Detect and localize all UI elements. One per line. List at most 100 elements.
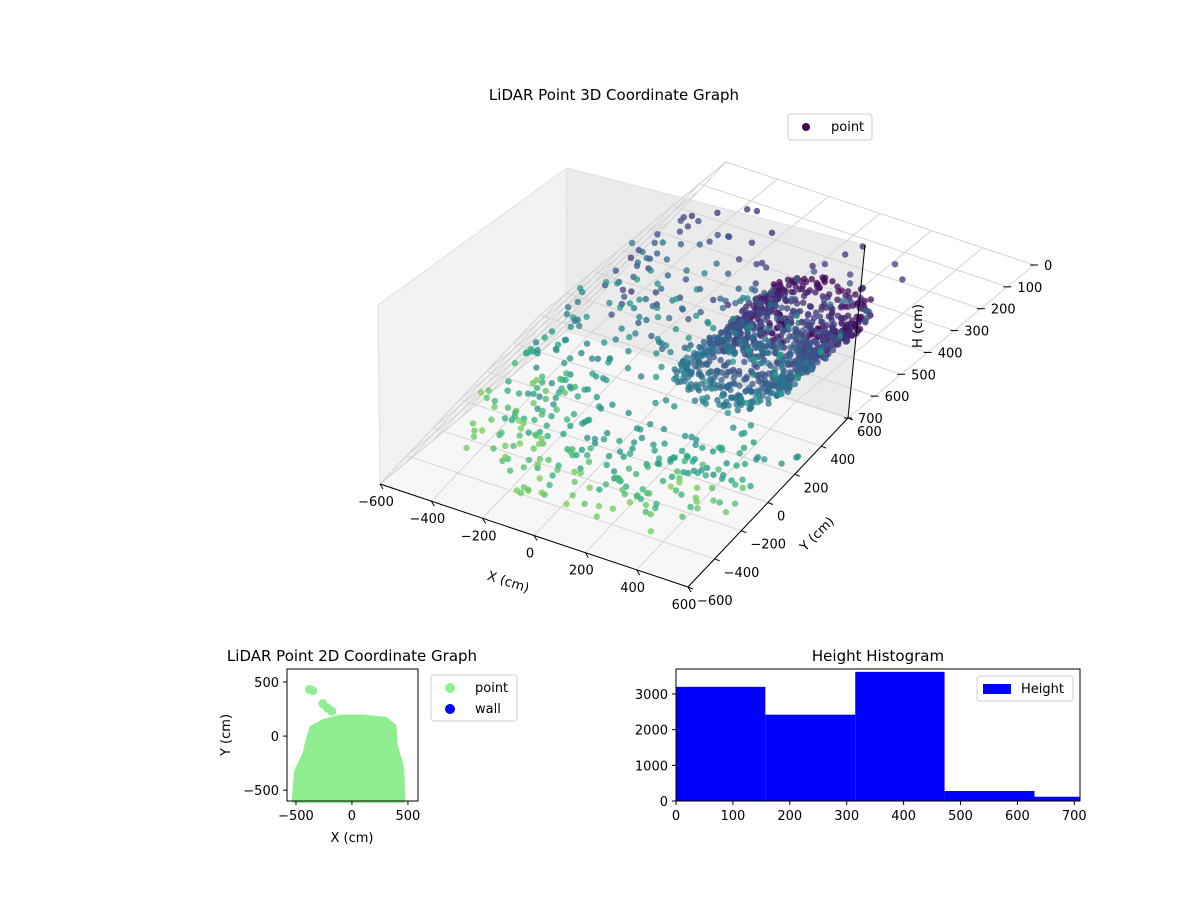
scatter-point-3d (587, 445, 594, 452)
scatter-point-3d (659, 477, 667, 485)
scatter-point-3d (852, 291, 859, 298)
scatter-point-3d (651, 239, 658, 246)
scatter-point-3d (761, 289, 768, 297)
scatter-point-3d (723, 343, 730, 350)
scatter-point-3d (638, 434, 646, 442)
scatter-point-3d (709, 484, 716, 492)
scatter-point-3d (625, 409, 632, 417)
scatter-point-3d (666, 314, 673, 322)
scatter-point-3d (758, 310, 766, 317)
scatter-point-3d (626, 333, 633, 341)
y-tick-label: 0 (777, 510, 785, 525)
x-tick-label: 200 (569, 564, 594, 579)
scatter-point-3d (812, 289, 819, 296)
y-axis-label: Y (cm) (797, 514, 838, 555)
scatter-point-3d (759, 359, 766, 366)
legend-histogram: Height (976, 675, 1074, 702)
scatter-point-3d (751, 355, 758, 363)
scatter-point-3d (738, 308, 746, 315)
x-tick (482, 518, 487, 524)
scatter-point-3d (673, 295, 680, 303)
y-tick-label-histogram: 1000 (635, 759, 668, 774)
scatter-point-3d (718, 446, 726, 454)
scatter-point-3d (672, 325, 680, 333)
scatter-point-3d (724, 270, 732, 277)
scatter-point-3d (534, 461, 541, 469)
scatter-point-3d (846, 280, 854, 287)
scatter-point-3d (713, 367, 720, 374)
scatter-point-3d (772, 297, 779, 304)
scatter-point-3d (807, 365, 815, 372)
scatter-point-3d (784, 305, 791, 312)
scatter-point-3d (705, 320, 712, 327)
x-tick (687, 586, 692, 593)
scatter-point-3d (855, 319, 862, 326)
z-tick-label: 700 (858, 412, 883, 427)
scatter-point-3d (561, 389, 568, 396)
scatter-point-3d (662, 397, 670, 404)
scatter-point-3d (483, 394, 490, 401)
scatter-point-3d (772, 365, 779, 373)
scatter-point-3d (723, 383, 731, 390)
scatter-point-3d (595, 403, 603, 410)
scatter-point-3d (790, 289, 797, 296)
scatter-point-3d (637, 373, 645, 380)
scatter-point-3d (716, 499, 723, 506)
scatter-point-3d (710, 296, 717, 304)
scatter-point-3d (561, 359, 568, 367)
scatter-point-3d (838, 320, 845, 327)
scatter-point-3d (716, 333, 723, 340)
scatter-point-3d (787, 371, 794, 378)
legend-3d-marker (802, 123, 810, 131)
scatter-point-3d (684, 223, 692, 230)
scatter-point-3d (697, 345, 705, 352)
scatter-point-3d (577, 465, 584, 472)
scatter-point-3d (602, 481, 610, 488)
histogram-bar (1034, 796, 1080, 801)
scatter-point-3d (671, 375, 678, 383)
scatter-point-3d (647, 267, 654, 274)
y-tick-label-2d: 500 (254, 676, 279, 691)
x-tick-label-2d: −500 (278, 809, 314, 824)
scatter-point-3d (652, 504, 659, 512)
grid-floor-y (459, 399, 769, 503)
scatter-point-3d (731, 380, 738, 388)
scatter-point-3d (560, 430, 567, 438)
scatter-point-3d (818, 306, 825, 313)
scatter-point-3d (775, 336, 782, 344)
scatter-point-3d (814, 329, 822, 336)
scatter-point-3d (563, 416, 571, 423)
legend-2d-label-point: point (475, 681, 508, 696)
scatter-point-3d (581, 386, 588, 393)
scatter-point-3d (734, 407, 741, 414)
scatter-point-3d (532, 339, 540, 346)
scatter-point-3d (699, 444, 706, 451)
scatter-point-3d (685, 345, 692, 352)
scatter-point-3d (694, 505, 701, 512)
scatter-point-3d (796, 286, 803, 293)
y-tick-label: 200 (804, 481, 829, 496)
scatter-point-3d (691, 397, 699, 404)
scatter-point-3d (652, 373, 660, 381)
scatter-point-3d (628, 288, 635, 295)
scatter-point-3d (535, 440, 543, 448)
scatter-point-3d (501, 415, 509, 422)
scatter-point-3d (772, 302, 779, 309)
scatter-point-3d (606, 299, 613, 307)
scatter-point-3d (724, 409, 732, 417)
scatter-point-3d (844, 337, 851, 345)
scatter-point-3d (844, 303, 852, 310)
scatter-point-3d (764, 388, 771, 395)
scatter-point-3d (539, 407, 546, 415)
scatter-point-3d (772, 370, 779, 378)
scatter-point-3d (630, 304, 638, 312)
scatter-point-3d (812, 309, 820, 316)
scatter-point-3d (693, 436, 700, 443)
scatter-point-3d (695, 217, 702, 225)
scatter-point-3d (593, 393, 600, 401)
legend-histogram-box (976, 675, 1074, 702)
scatter-point-3d (753, 456, 760, 463)
scatter-point-2d (308, 686, 318, 696)
scatter-point-3d (643, 254, 650, 262)
scatter-point-3d (626, 450, 634, 457)
